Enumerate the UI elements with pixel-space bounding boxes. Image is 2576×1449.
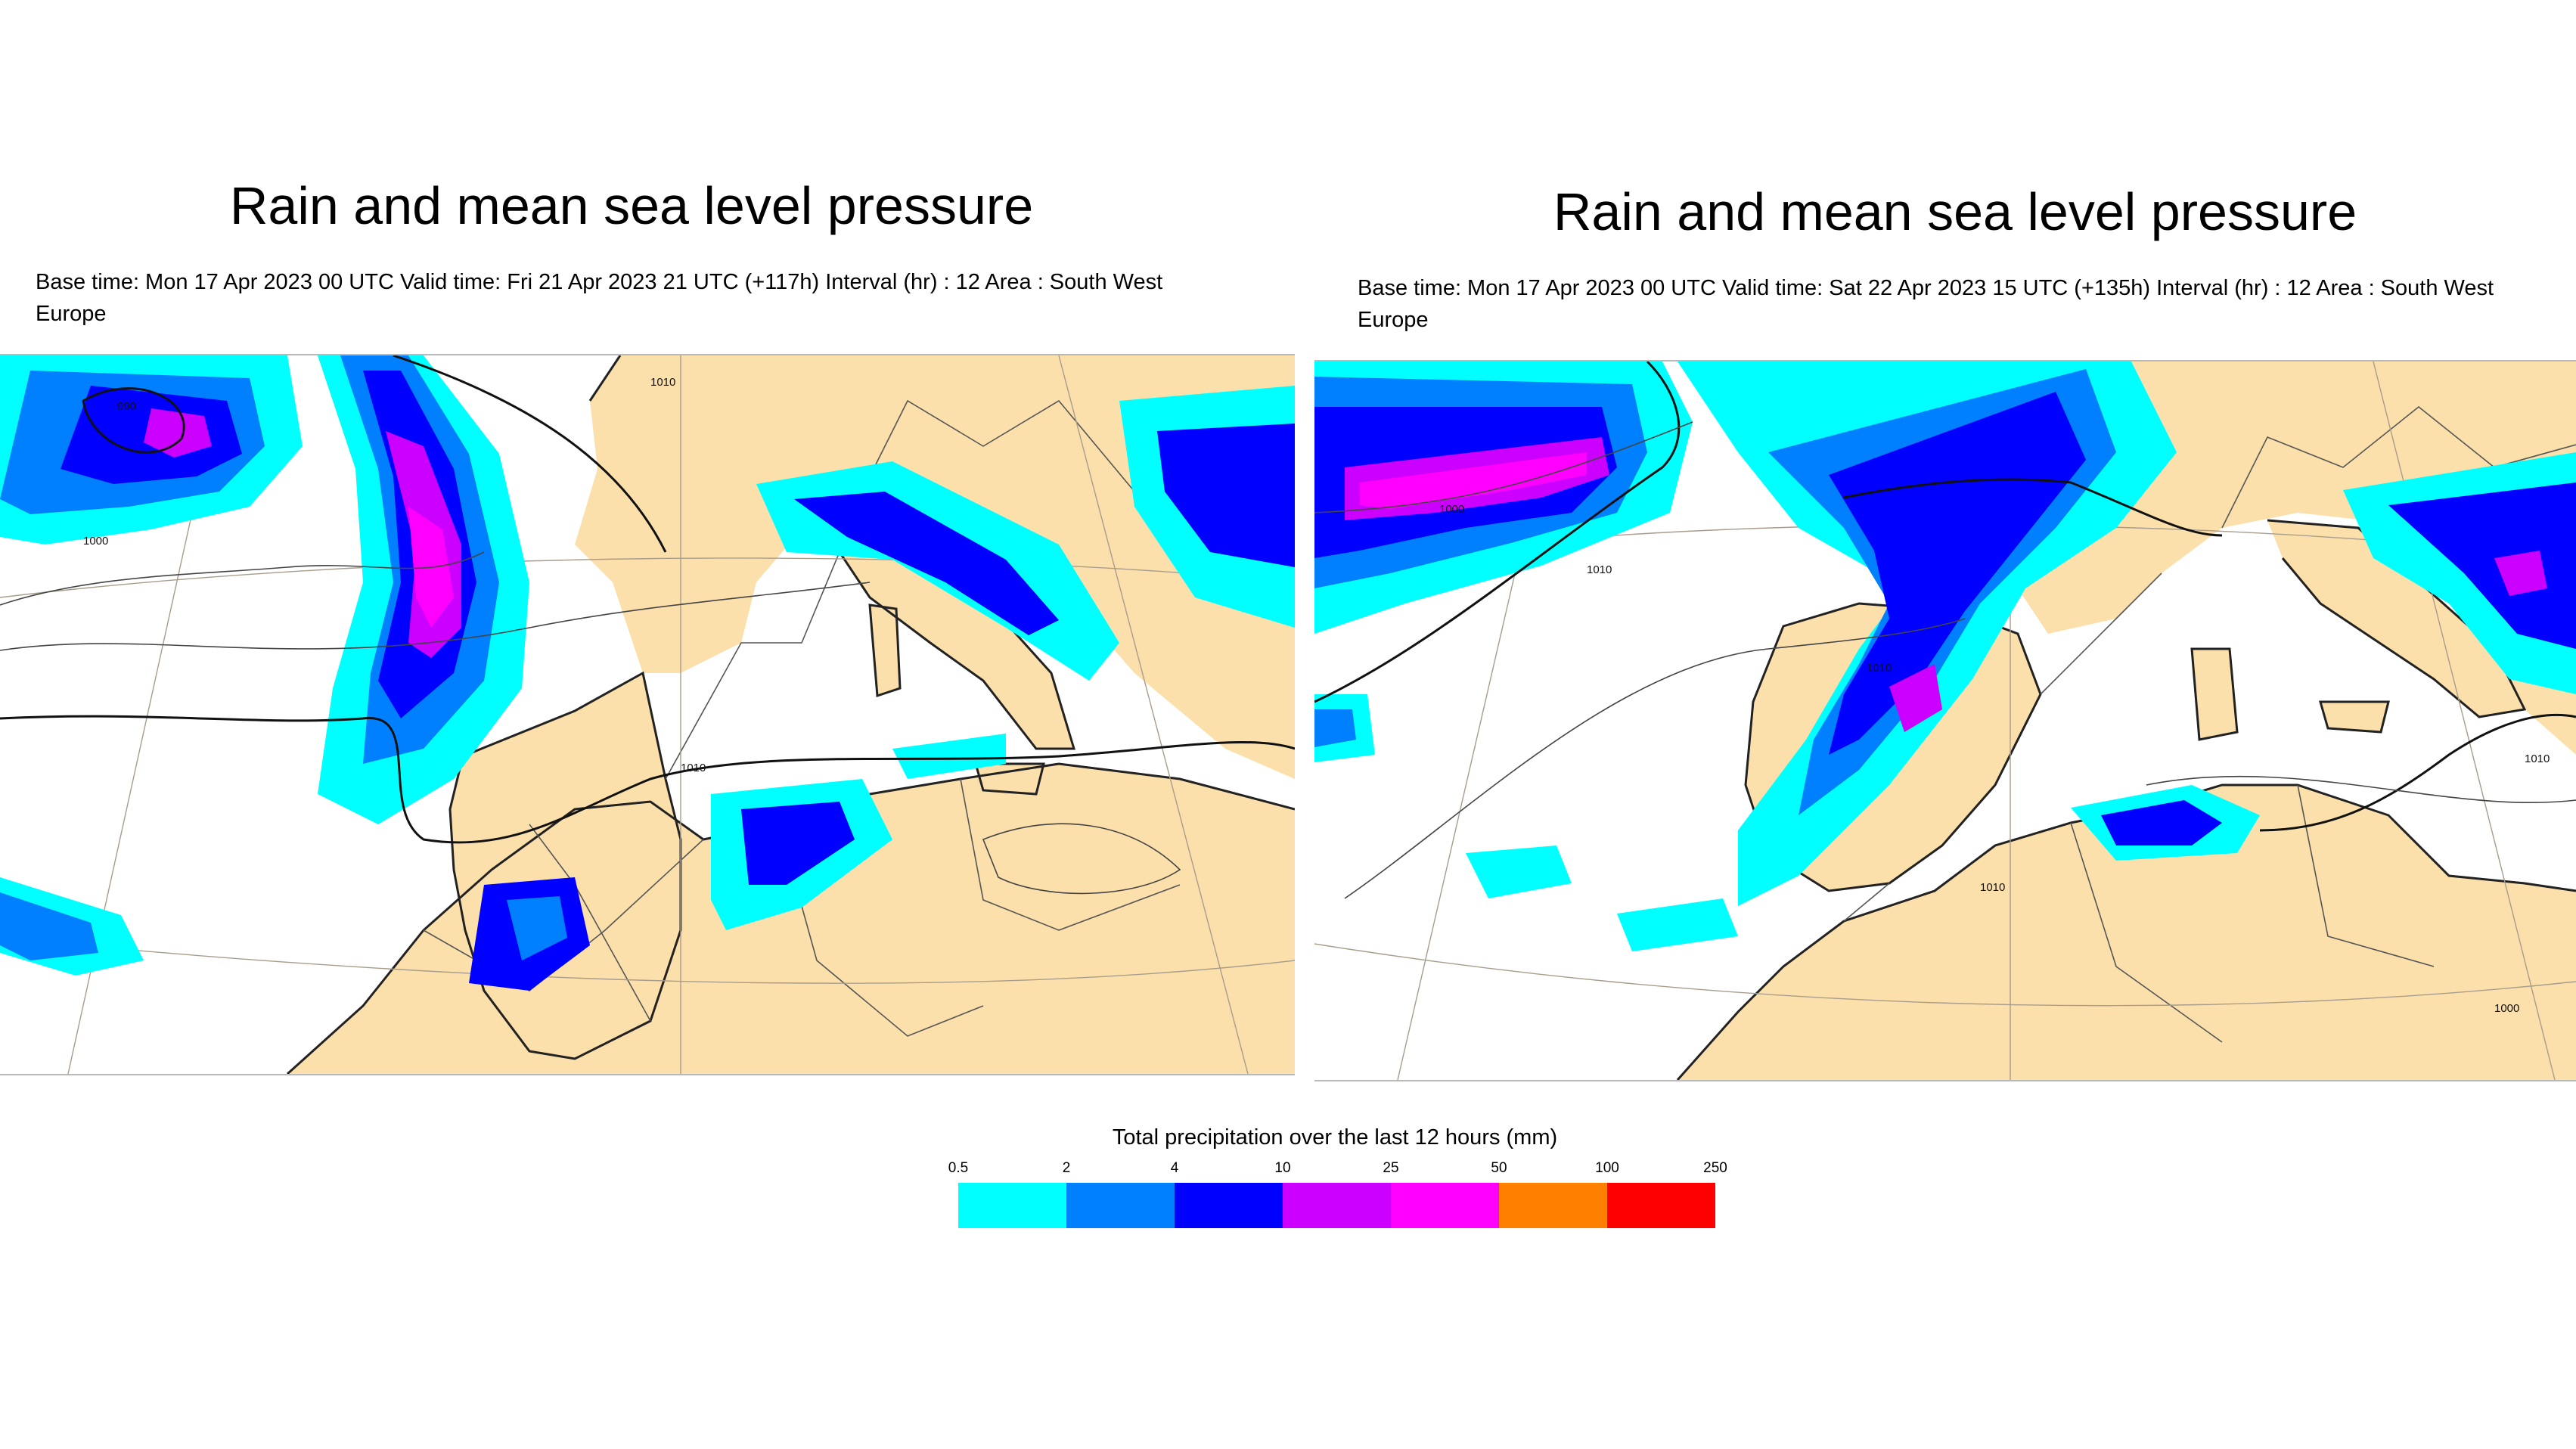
legend-tick-label: 2 bbox=[1062, 1160, 1071, 1176]
isobars bbox=[0, 355, 1295, 844]
isobar-label: 1010 bbox=[681, 762, 706, 774]
land-italy bbox=[2267, 520, 2525, 717]
rain-balkans bbox=[2343, 452, 2576, 694]
land-sardinia bbox=[2192, 649, 2237, 740]
legend-tick-label: 50 bbox=[1491, 1160, 1507, 1176]
legend-swatch bbox=[1066, 1183, 1175, 1228]
isobar-label: 1000 bbox=[1439, 503, 1464, 516]
map-view[interactable]: 1000 1010 1010 1010 1010 1000 bbox=[1314, 360, 2576, 1081]
rain-cyclone-nw bbox=[0, 355, 303, 545]
rain-band-atlantic bbox=[318, 355, 529, 824]
legend-tick-label: 0.5 bbox=[948, 1160, 969, 1176]
rain-band-atlantic bbox=[1314, 361, 1693, 634]
isobar-label: 1010 bbox=[2525, 752, 2550, 765]
legend-swatch bbox=[1499, 1183, 1607, 1228]
rain-italy-balkans bbox=[756, 386, 1295, 681]
isobars-thin bbox=[0, 551, 1181, 895]
legend-colorbar bbox=[958, 1183, 1715, 1228]
isobar-label: 990 bbox=[117, 400, 136, 413]
isobar-label: 1010 bbox=[650, 376, 675, 389]
legend-swatch bbox=[1391, 1183, 1499, 1228]
panel-title: Rain and mean sea level pressure bbox=[229, 176, 1034, 235]
legend-tick-label: 250 bbox=[1703, 1160, 1727, 1176]
land-france-central-europe bbox=[575, 355, 1295, 711]
legend-swatch bbox=[1283, 1183, 1391, 1228]
isobar-label: 1010 bbox=[1867, 662, 1892, 675]
legend-swatch bbox=[1607, 1183, 1715, 1228]
isobars-thin bbox=[1314, 421, 2576, 899]
legend-tick-label: 10 bbox=[1274, 1160, 1291, 1176]
land-italy bbox=[840, 507, 1074, 749]
legend-tick-label: 100 bbox=[1595, 1160, 1619, 1176]
legend-tick-label: 4 bbox=[1170, 1160, 1179, 1176]
panel-subtitle: Base time: Mon 17 Apr 2023 00 UTC Valid … bbox=[1358, 276, 2494, 332]
isobar-label: 1000 bbox=[2494, 1002, 2519, 1015]
legend-title: Total precipitation over the last 12 hou… bbox=[1112, 1125, 1558, 1150]
map-canvas: 1000 1010 1010 1010 1010 1000 bbox=[1314, 361, 2576, 1080]
legend-tick-label: 25 bbox=[1383, 1160, 1399, 1176]
rain-north-africa bbox=[0, 734, 1006, 991]
panel-title: Rain and mean sea level pressure bbox=[1553, 182, 2357, 241]
land-north-africa bbox=[1678, 785, 2576, 1080]
panel-subtitle: Base time: Mon 17 Apr 2023 00 UTC Valid … bbox=[36, 270, 1163, 326]
borders bbox=[1843, 405, 2576, 1043]
isobar-label: 1000 bbox=[83, 535, 108, 548]
land-north-africa bbox=[287, 764, 1295, 1074]
legend-swatch bbox=[958, 1183, 1066, 1228]
rain-north-africa bbox=[1314, 694, 2260, 951]
isobars bbox=[1314, 361, 2576, 832]
land-sardinia bbox=[870, 605, 900, 696]
land-sicily bbox=[976, 764, 1044, 794]
land-sicily bbox=[2320, 702, 2388, 732]
legend-swatch bbox=[1175, 1183, 1283, 1228]
map-view[interactable]: 990 1000 1010 1010 bbox=[0, 354, 1295, 1075]
isobar-label: 1010 bbox=[1980, 881, 2005, 894]
isobar-label: 1010 bbox=[1587, 563, 1612, 576]
map-canvas: 990 1000 1010 1010 bbox=[0, 355, 1295, 1074]
